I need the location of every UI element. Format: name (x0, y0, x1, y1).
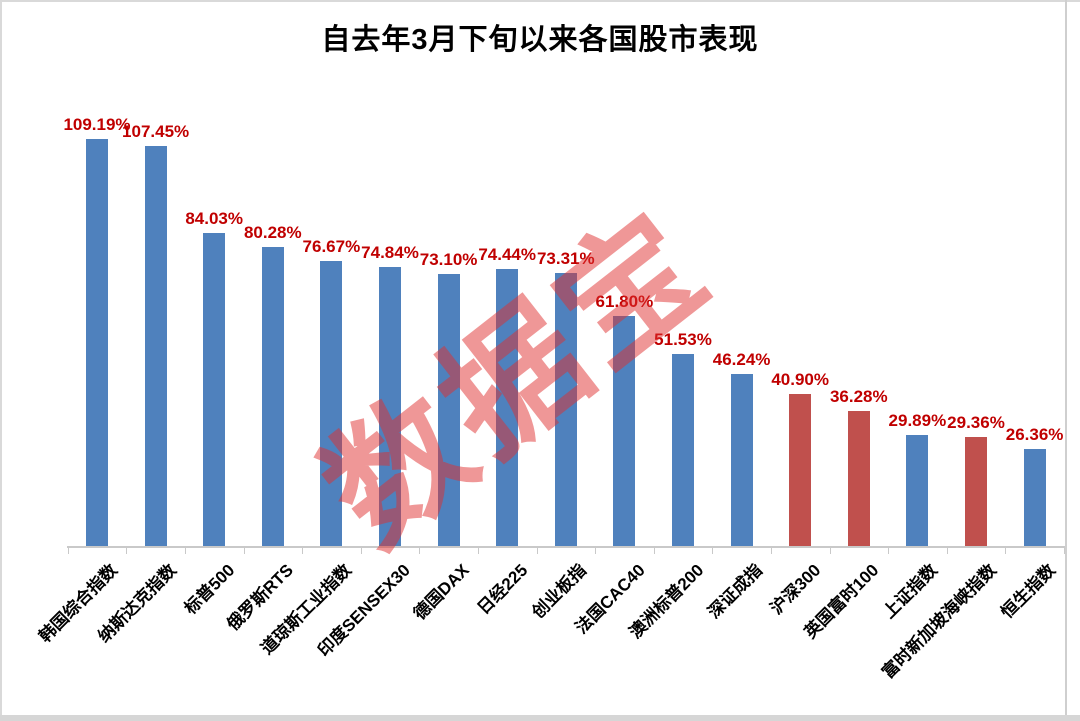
axis-tick-14 (888, 546, 889, 554)
bar-4 (320, 261, 343, 546)
bar-8 (554, 273, 577, 546)
bar-11 (730, 374, 753, 546)
bar-2 (203, 233, 226, 546)
value-label-2: 84.03% (185, 209, 244, 228)
value-label-11: 46.24% (712, 350, 771, 369)
axis-tick-5 (361, 546, 362, 554)
category-label-11: 深证成指 (704, 560, 766, 623)
chart-border-left (0, 0, 2, 721)
bar-1 (144, 146, 167, 546)
value-label-3: 80.28% (243, 223, 302, 242)
bar-7 (496, 269, 519, 546)
axis-tick-13 (830, 546, 831, 554)
axis-tick-4 (302, 546, 303, 554)
value-label-15: 29.36% (947, 413, 1005, 432)
value-label-16: 26.36% (1005, 425, 1064, 444)
chart-border-top (0, 0, 1080, 2)
bar-6 (437, 274, 460, 546)
category-label-6: 德国DAX (409, 560, 473, 624)
bar-12 (789, 394, 812, 546)
value-label-10: 51.53% (654, 330, 712, 349)
category-label-16: 恒生指数 (997, 560, 1059, 623)
category-label-7: 日经225 (473, 560, 532, 619)
axis-tick-12 (771, 546, 772, 554)
value-label-1: 107.45% (122, 122, 190, 141)
value-label-0: 109.19% (63, 115, 131, 134)
bar-5 (379, 267, 401, 546)
chart-border-right (1065, 0, 1067, 716)
axis-tick-6 (419, 546, 420, 554)
value-label-5: 74.84% (361, 243, 419, 262)
chart-border-bottom (0, 715, 1080, 721)
value-label-8: 73.31% (536, 249, 595, 268)
axis-tick-17 (1064, 546, 1065, 554)
bar-15 (965, 437, 987, 546)
value-label-9: 61.80% (595, 292, 654, 311)
axis-tick-2 (185, 546, 186, 554)
bar-14 (906, 435, 929, 546)
chart-title: 自去年3月下旬以来各国股市表现 (321, 24, 759, 56)
axis-tick-3 (244, 546, 245, 554)
bar-10 (672, 354, 694, 546)
axis-tick-0 (68, 546, 69, 554)
axis-tick-9 (595, 546, 596, 554)
axis-tick-11 (712, 546, 713, 554)
bar-0 (86, 139, 108, 546)
axis-tick-15 (947, 546, 948, 554)
axis-tick-1 (126, 546, 127, 554)
axis-tick-16 (1005, 546, 1006, 554)
value-label-14: 29.89% (888, 411, 947, 430)
value-label-12: 40.90% (771, 370, 830, 389)
x-axis-line (67, 546, 1065, 548)
bar-16 (1023, 449, 1046, 546)
bar-13 (847, 411, 870, 546)
value-label-6: 73.10% (419, 250, 478, 269)
bar-3 (261, 247, 284, 546)
axis-tick-8 (537, 546, 538, 554)
value-label-7: 74.44% (478, 245, 537, 264)
value-label-4: 76.67% (302, 237, 361, 256)
bar-9 (613, 316, 636, 546)
axis-tick-10 (654, 546, 655, 554)
axis-tick-7 (478, 546, 479, 554)
value-label-13: 36.28% (829, 387, 888, 406)
